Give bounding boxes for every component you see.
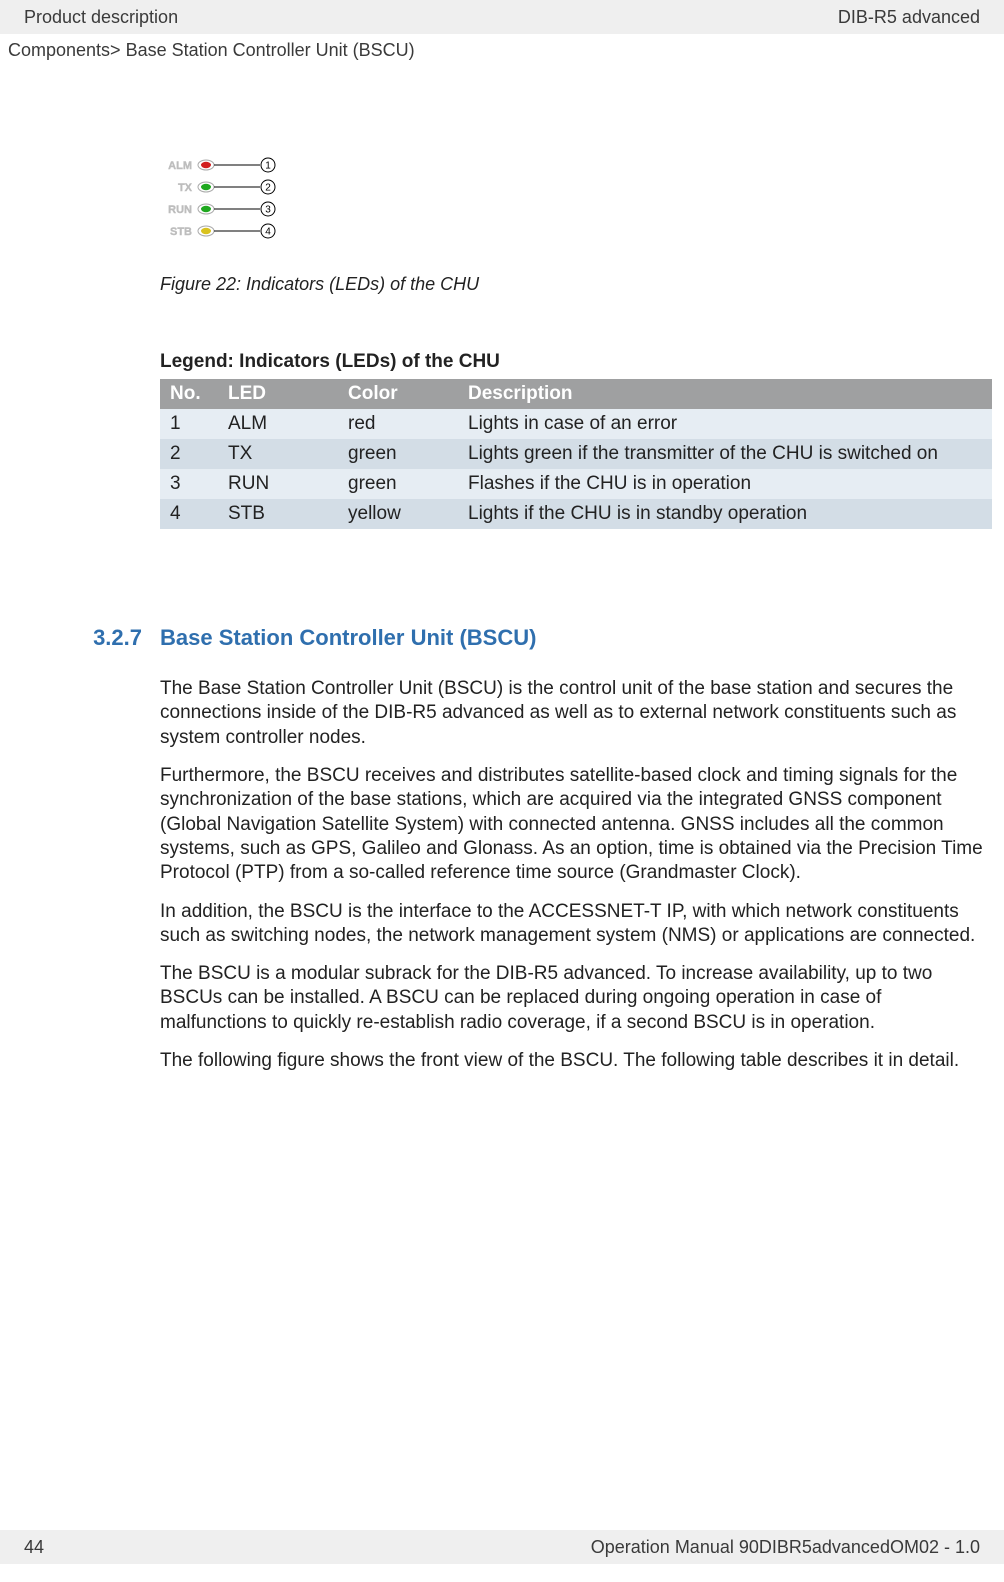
svg-text:4: 4	[265, 227, 271, 238]
section-heading-row: 3.2.7 Base Station Controller Unit (BSCU…	[78, 625, 980, 651]
cell-desc: Lights if the CHU is in standby operatio…	[458, 499, 992, 529]
cell-no: 1	[160, 409, 218, 439]
table-row: 4 STB yellow Lights if the CHU is in sta…	[160, 499, 992, 529]
footer-doc-id: Operation Manual 90DIBR5advancedOM02 - 1…	[591, 1537, 980, 1558]
th-color: Color	[338, 379, 458, 409]
cell-color: green	[338, 439, 458, 469]
paragraph: Furthermore, the BSCU receives and distr…	[160, 764, 992, 886]
led-diagram-svg: ALM 1 TX 2 RUN 3 STB 4	[160, 151, 300, 247]
header-right: DIB-R5 advanced	[838, 7, 980, 28]
table-row: 3 RUN green Flashes if the CHU is in ope…	[160, 469, 992, 499]
footer-page-number: 44	[24, 1537, 44, 1558]
section-body: The Base Station Controller Unit (BSCU) …	[160, 677, 992, 1073]
cell-no: 2	[160, 439, 218, 469]
page: Product description DIB-R5 advanced Comp…	[0, 0, 1004, 1582]
page-header: Product description DIB-R5 advanced	[0, 0, 1004, 34]
table-row: 1 ALM red Lights in case of an error	[160, 409, 992, 439]
th-no: No.	[160, 379, 218, 409]
paragraph: The BSCU is a modular subrack for the DI…	[160, 962, 992, 1035]
paragraph: The Base Station Controller Unit (BSCU) …	[160, 677, 992, 750]
section-number: 3.2.7	[78, 625, 160, 651]
svg-text:2: 2	[265, 183, 271, 194]
section-title: Base Station Controller Unit (BSCU)	[160, 625, 536, 651]
legend-title: Legend: Indicators (LEDs) of the CHU	[160, 351, 980, 373]
header-left: Product description	[24, 7, 178, 28]
section-3-2-7: 3.2.7 Base Station Controller Unit (BSCU…	[160, 625, 980, 1073]
cell-color: green	[338, 469, 458, 499]
cell-desc: Lights green if the transmitter of the C…	[458, 439, 992, 469]
th-led: LED	[218, 379, 338, 409]
cell-led: STB	[218, 499, 338, 529]
svg-text:RUN: RUN	[168, 204, 192, 216]
page-footer: 44 Operation Manual 90DIBR5advancedOM02 …	[0, 1530, 1004, 1564]
table-header-row: No. LED Color Description	[160, 379, 992, 409]
cell-color: red	[338, 409, 458, 439]
cell-desc: Flashes if the CHU is in operation	[458, 469, 992, 499]
page-content: ALM1TX2RUN3STB4 Figure 22: Indicators (L…	[0, 61, 1004, 1073]
svg-text:TX: TX	[178, 182, 193, 194]
figure-led-indicators: ALM 1 TX 2 RUN 3 STB 4 Figure 22: Indicators (L…	[160, 151, 980, 295]
cell-led: RUN	[218, 469, 338, 499]
svg-text:STB: STB	[170, 226, 192, 238]
paragraph: The following figure shows the front vie…	[160, 1049, 992, 1073]
cell-desc: Lights in case of an error	[458, 409, 992, 439]
svg-text:ALM: ALM	[168, 160, 192, 172]
svg-text:3: 3	[265, 205, 271, 216]
th-desc: Description	[458, 379, 992, 409]
table-row: 2 TX green Lights green if the transmitt…	[160, 439, 992, 469]
cell-no: 4	[160, 499, 218, 529]
cell-led: ALM	[218, 409, 338, 439]
cell-no: 3	[160, 469, 218, 499]
figure-caption: Figure 22: Indicators (LEDs) of the CHU	[160, 274, 980, 295]
cell-color: yellow	[338, 499, 458, 529]
led-legend-table: No. LED Color Description 1 ALM red Ligh…	[160, 379, 992, 529]
svg-text:1: 1	[265, 161, 271, 172]
cell-led: TX	[218, 439, 338, 469]
page-subheader: Components> Base Station Controller Unit…	[0, 34, 1004, 61]
paragraph: In addition, the BSCU is the interface t…	[160, 900, 992, 949]
